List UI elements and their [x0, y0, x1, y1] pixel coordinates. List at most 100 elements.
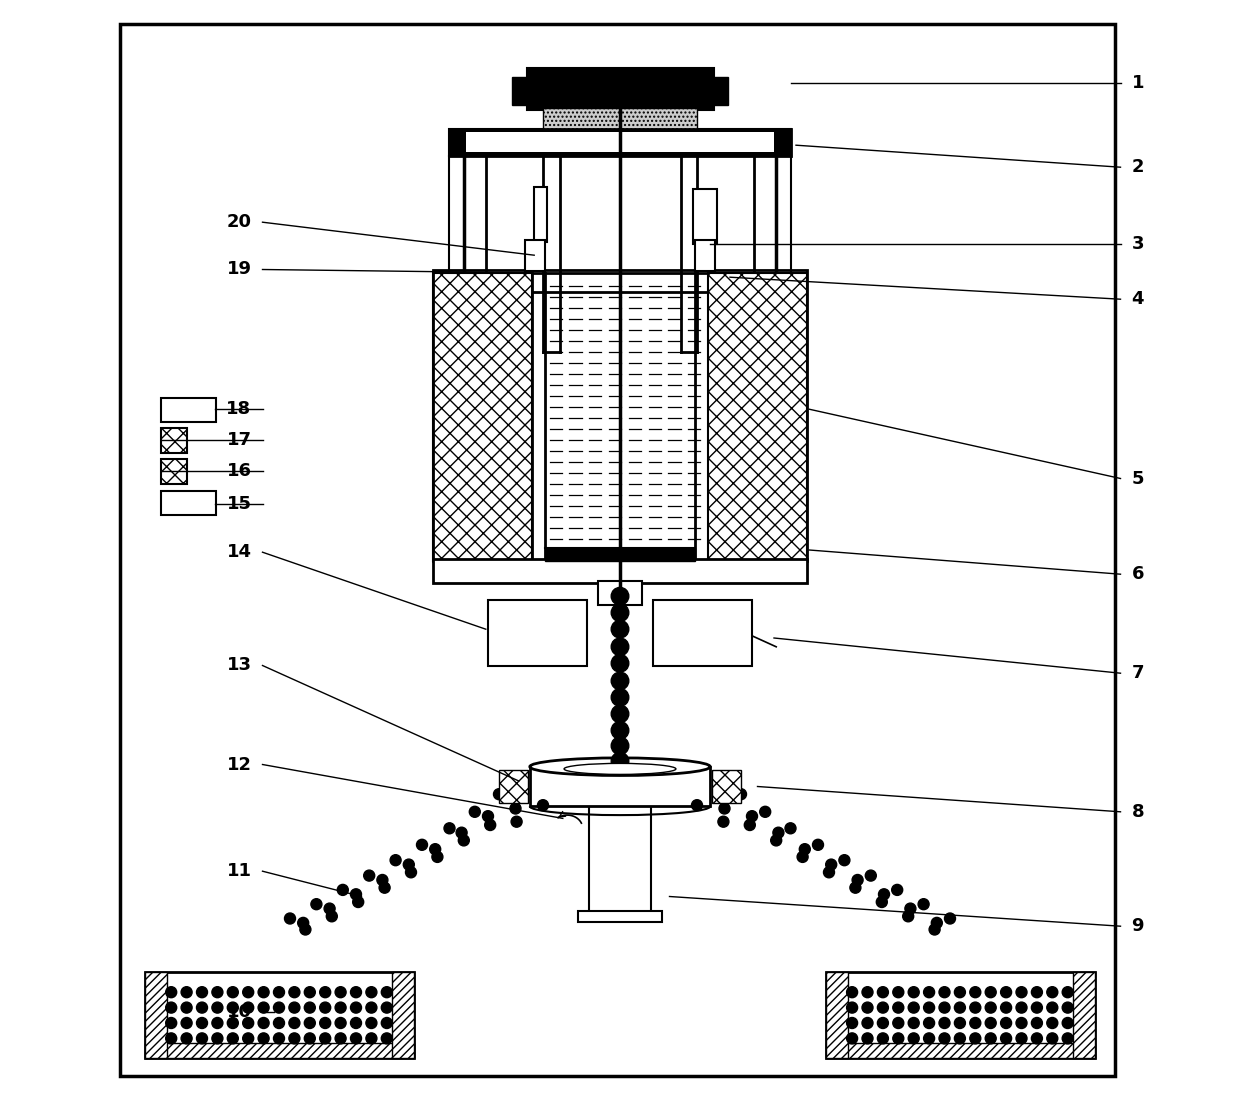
Circle shape	[986, 1018, 996, 1028]
Circle shape	[196, 987, 207, 998]
Circle shape	[1016, 1002, 1027, 1013]
Circle shape	[243, 987, 254, 998]
Bar	[145, 972, 414, 1058]
Circle shape	[258, 1002, 269, 1013]
Circle shape	[1047, 1033, 1058, 1044]
Bar	[489, 600, 587, 666]
Circle shape	[719, 803, 730, 814]
Circle shape	[485, 820, 496, 830]
Circle shape	[877, 896, 888, 907]
Circle shape	[298, 917, 309, 928]
Circle shape	[366, 1018, 377, 1028]
Circle shape	[227, 1002, 238, 1013]
Bar	[578, 911, 662, 922]
Circle shape	[381, 1033, 392, 1044]
Circle shape	[274, 1033, 284, 1044]
Bar	[433, 559, 807, 583]
Circle shape	[1032, 987, 1043, 998]
Circle shape	[510, 803, 521, 814]
Circle shape	[456, 827, 467, 838]
Bar	[826, 972, 1095, 1058]
Circle shape	[1032, 1018, 1043, 1028]
Bar	[826, 972, 848, 1058]
Circle shape	[196, 1002, 207, 1013]
Text: 11: 11	[227, 862, 252, 880]
Circle shape	[258, 1033, 269, 1044]
Text: 6: 6	[1131, 565, 1145, 583]
Circle shape	[893, 1018, 904, 1028]
Text: 12: 12	[227, 756, 252, 773]
Circle shape	[955, 1002, 966, 1013]
Circle shape	[1063, 987, 1073, 998]
Circle shape	[391, 855, 401, 866]
Circle shape	[300, 924, 311, 935]
Circle shape	[377, 874, 388, 886]
Circle shape	[903, 911, 914, 922]
Circle shape	[405, 867, 417, 878]
Circle shape	[862, 1018, 873, 1028]
Circle shape	[1032, 1002, 1043, 1013]
Text: 4: 4	[1131, 290, 1145, 308]
Circle shape	[1001, 1002, 1012, 1013]
Circle shape	[955, 1033, 966, 1044]
Circle shape	[320, 1018, 331, 1028]
Circle shape	[227, 987, 238, 998]
Text: 1: 1	[1131, 74, 1145, 91]
Circle shape	[986, 1033, 996, 1044]
Circle shape	[1047, 987, 1058, 998]
Circle shape	[258, 987, 269, 998]
Bar	[543, 108, 697, 130]
Circle shape	[847, 1002, 858, 1013]
Text: 20: 20	[227, 213, 252, 231]
Circle shape	[196, 1033, 207, 1044]
Bar	[653, 600, 751, 666]
Circle shape	[797, 851, 808, 862]
Circle shape	[908, 1002, 919, 1013]
Circle shape	[773, 827, 784, 838]
Circle shape	[459, 835, 469, 846]
Circle shape	[351, 889, 362, 900]
Circle shape	[1032, 1033, 1043, 1044]
Circle shape	[611, 737, 629, 755]
Circle shape	[611, 752, 629, 770]
Circle shape	[847, 1033, 858, 1044]
Bar	[826, 1043, 1095, 1058]
Circle shape	[304, 1002, 315, 1013]
Circle shape	[181, 1002, 192, 1013]
Circle shape	[986, 987, 996, 998]
Circle shape	[181, 1033, 192, 1044]
Circle shape	[862, 1033, 873, 1044]
Circle shape	[800, 844, 810, 855]
Bar	[498, 770, 527, 803]
Circle shape	[785, 823, 796, 834]
Ellipse shape	[564, 763, 676, 774]
Circle shape	[1063, 1018, 1073, 1028]
Bar	[145, 972, 167, 1058]
Circle shape	[1001, 1018, 1012, 1028]
Circle shape	[955, 987, 966, 998]
Circle shape	[227, 1033, 238, 1044]
Circle shape	[611, 722, 629, 739]
Circle shape	[826, 859, 837, 870]
Bar	[708, 273, 807, 561]
Bar	[449, 129, 791, 156]
Text: 15: 15	[227, 495, 252, 513]
Circle shape	[771, 835, 781, 846]
Circle shape	[823, 867, 835, 878]
Text: 18: 18	[227, 400, 252, 418]
Circle shape	[892, 884, 903, 895]
Circle shape	[227, 1018, 238, 1028]
Circle shape	[379, 882, 391, 893]
Circle shape	[320, 1002, 331, 1013]
Text: 8: 8	[1131, 803, 1145, 821]
Bar	[161, 459, 186, 484]
Circle shape	[274, 987, 284, 998]
Text: 13: 13	[227, 657, 252, 674]
Circle shape	[862, 987, 873, 998]
Circle shape	[381, 1018, 392, 1028]
Circle shape	[181, 987, 192, 998]
Circle shape	[494, 789, 505, 800]
Circle shape	[212, 1018, 223, 1028]
Bar	[598, 581, 642, 605]
Circle shape	[611, 689, 629, 706]
